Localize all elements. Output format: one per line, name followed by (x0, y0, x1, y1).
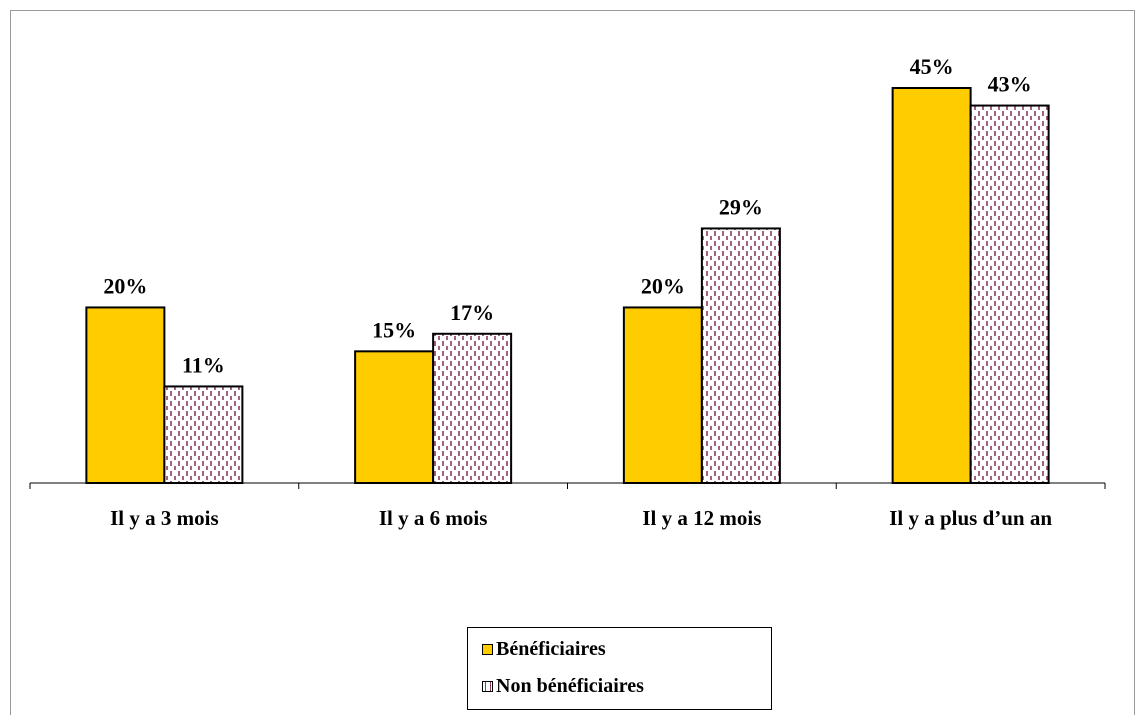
data-label-non-beneficiaires-il-y-a-6-mois: 17% (450, 300, 494, 325)
bar-non-beneficiaires-il-y-a-plus-d-un-an (969, 104, 1050, 485)
data-label-beneficiaires-il-y-a-6-mois: 15% (372, 317, 416, 342)
bar-beneficiaires-il-y-a-6-mois (354, 350, 435, 485)
x-tick-label-il-y-a-plus-d-un-an: Il y a plus d’un an (889, 506, 1052, 530)
bar-beneficiaires-il-y-a-12-mois (622, 306, 703, 485)
data-label-non-beneficiaires-il-y-a-3-mois: 11% (182, 352, 225, 377)
legend-label-beneficiaires: Bénéficiaires (496, 637, 606, 660)
bar-beneficiaires-il-y-a-plus-d-un-an (891, 87, 972, 484)
data-label-non-beneficiaires-il-y-a-12-mois: 29% (719, 194, 763, 219)
bar-non-beneficiaires-il-y-a-3-mois (163, 385, 244, 485)
x-tick-label-il-y-a-3-mois: Il y a 3 mois (110, 506, 219, 530)
legend-label-non-beneficiaires: Non bénéficiaires (496, 674, 644, 697)
bars-group: 20% 11% 15% 17% 20% 29% 45% 43% (85, 54, 1050, 485)
x-tick-label-il-y-a-6-mois: Il y a 6 mois (379, 506, 488, 530)
data-label-beneficiaires-il-y-a-3-mois: 20% (103, 273, 147, 298)
x-axis-labels: Il y a 3 mois Il y a 6 mois Il y a 12 mois… (110, 506, 1052, 530)
legend-swatch-non-beneficiaires (482, 680, 493, 692)
legend-item-non-beneficiaires: Non bénéficiaires (482, 673, 644, 699)
data-label-non-beneficiaires-il-y-a-plus-d-un-an: 43% (988, 72, 1032, 97)
data-label-beneficiaires-il-y-a-plus-d-un-an: 45% (910, 54, 954, 79)
bar-beneficiaires-il-y-a-3-mois (85, 306, 166, 485)
legend-swatch-beneficiaires (482, 643, 493, 655)
x-axis-ticks (29, 483, 1106, 489)
x-tick-label-il-y-a-12-mois: Il y a 12 mois (642, 506, 761, 530)
legend-item-beneficiaires: Bénéficiaires (482, 636, 606, 662)
legend: Bénéficiaires Non bénéficiaires (467, 627, 772, 710)
bar-non-beneficiaires-il-y-a-12-mois (700, 227, 781, 484)
data-label-beneficiaires-il-y-a-12-mois: 20% (641, 273, 685, 298)
chart-frame (10, 10, 1135, 715)
bar-non-beneficiaires-il-y-a-6-mois (432, 332, 513, 484)
